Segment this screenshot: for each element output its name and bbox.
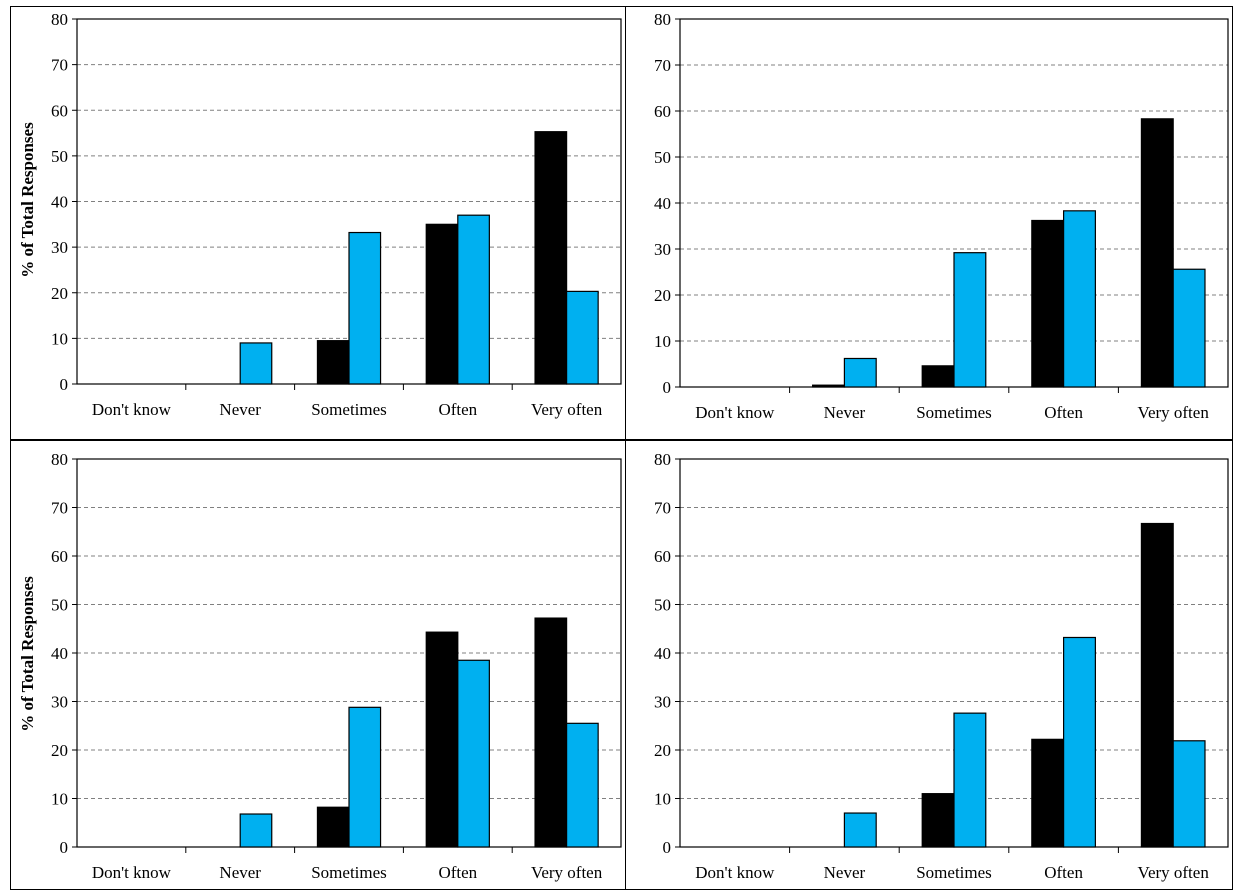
y-tick-label: 50 — [51, 596, 68, 615]
bar-series-2-very-often — [1172, 740, 1206, 848]
y-tick-label: 20 — [51, 284, 68, 303]
x-tick-label: Sometimes — [916, 863, 992, 882]
x-tick-label: Often — [1044, 863, 1083, 882]
x-tick-label: Don't know — [695, 403, 775, 422]
x-tick-label: Never — [824, 863, 866, 882]
y-tick-label: 20 — [654, 741, 671, 760]
bar-series-2-sometimes — [953, 712, 987, 848]
y-tick-label: 80 — [654, 450, 671, 469]
x-tick-label: Very often — [531, 400, 603, 419]
x-tick-label: Often — [438, 863, 477, 882]
y-tick-label: 10 — [51, 329, 68, 348]
bar-series-1-very-often — [1140, 522, 1174, 848]
chart-svg: 0 10 20 30 40 50 60 70 80 Don't know Never Sometime… — [51, 10, 622, 419]
y-tick-label: 60 — [51, 101, 68, 120]
bar-series-2-never — [239, 342, 273, 385]
y-tick-label: 40 — [654, 644, 671, 663]
y-tick-label: 40 — [51, 644, 68, 663]
y-tick-label: 70 — [654, 56, 671, 75]
bar-series-1-sometimes — [921, 365, 955, 388]
bar-series-1-very-often — [1140, 118, 1174, 388]
chart-panel-bottom-left: 0 10 20 30 40 50 60 70 80 Don't know Never Sometime… — [10, 440, 626, 890]
bar-series-2-often — [1063, 210, 1096, 388]
y-axis-label: % of Total Responses — [18, 122, 37, 278]
bar-series-2-very-often — [565, 290, 599, 385]
x-tick-label: Very often — [1138, 863, 1210, 882]
y-tick-label: 0 — [663, 378, 672, 397]
bar-series-2-often — [457, 659, 490, 848]
bar-series-2-never — [843, 812, 877, 848]
chart-svg: 0 10 20 30 40 50 60 70 80 Don't know Never Sometime… — [654, 10, 1229, 422]
bar-series-1-never — [812, 384, 845, 388]
bar-series-2-often — [1063, 636, 1096, 848]
y-tick-label: 40 — [51, 193, 68, 212]
x-tick-label: Often — [1044, 403, 1083, 422]
y-tick-label: 0 — [60, 838, 69, 857]
y-tick-label: 30 — [654, 693, 671, 712]
bar-series-1-often — [425, 223, 459, 385]
y-tick-label: 70 — [654, 499, 671, 518]
y-tick-label: 0 — [663, 838, 672, 857]
y-tick-label: 60 — [51, 547, 68, 566]
bar-series-2-sometimes — [953, 252, 987, 388]
y-tick-label: 80 — [51, 450, 68, 469]
y-tick-label: 50 — [654, 596, 671, 615]
y-tick-label: 80 — [51, 10, 68, 29]
chart-panel-bottom-right: 0 10 20 30 40 50 60 70 80 Don't know Never Sometime… — [625, 440, 1233, 890]
y-tick-label: 30 — [654, 240, 671, 259]
bar-series-2-very-often — [565, 722, 599, 848]
y-axis-label: % of Total Responses — [18, 576, 37, 732]
bar-series-1-sometimes — [921, 793, 955, 848]
bar-series-1-sometimes — [316, 340, 350, 385]
x-tick-label: Never — [219, 400, 261, 419]
y-tick-label: 50 — [654, 148, 671, 167]
x-tick-label: Don't know — [92, 400, 172, 419]
bar-series-2-never — [843, 357, 877, 388]
x-tick-label: Don't know — [695, 863, 775, 882]
bar-series-2-sometimes — [348, 706, 382, 848]
chart-panel-top-left: 0 10 20 30 40 50 60 70 80 Don't know Never Sometime… — [10, 6, 626, 440]
y-tick-label: 20 — [654, 286, 671, 305]
y-tick-label: 60 — [654, 102, 671, 121]
bar-series-2-often — [457, 214, 490, 385]
y-tick-label: 10 — [654, 332, 671, 351]
y-tick-label: 10 — [654, 790, 671, 809]
x-tick-label: Often — [438, 400, 477, 419]
x-tick-label: Don't know — [92, 863, 172, 882]
y-tick-label: 50 — [51, 147, 68, 166]
chart-svg: 0 10 20 30 40 50 60 70 80 Don't know Never Sometime… — [51, 450, 622, 882]
x-tick-label: Never — [824, 403, 866, 422]
bar-series-2-never — [239, 813, 273, 848]
y-tick-label: 70 — [51, 499, 68, 518]
y-tick-label: 80 — [654, 10, 671, 29]
bar-series-1-very-often — [534, 617, 568, 848]
x-tick-label: Very often — [1138, 403, 1210, 422]
y-tick-label: 20 — [51, 741, 68, 760]
y-tick-label: 0 — [60, 375, 69, 394]
y-tick-label: 30 — [51, 238, 68, 257]
bar-series-1-sometimes — [316, 806, 350, 848]
x-tick-label: Sometimes — [916, 403, 992, 422]
bar-series-2-sometimes — [348, 231, 382, 385]
bar-series-1-very-often — [534, 131, 568, 385]
chart-panel-top-right: 0 10 20 30 40 50 60 70 80 Don't know Never Sometime… — [625, 6, 1233, 440]
bar-series-1-often — [1031, 219, 1065, 388]
y-tick-label: 60 — [654, 547, 671, 566]
y-tick-label: 30 — [51, 693, 68, 712]
y-tick-label: 40 — [654, 194, 671, 213]
x-tick-label: Very often — [531, 863, 603, 882]
bar-series-2-very-often — [1172, 268, 1206, 388]
y-tick-label: 70 — [51, 56, 68, 75]
x-tick-label: Sometimes — [311, 863, 387, 882]
x-tick-label: Never — [219, 863, 261, 882]
bar-series-1-often — [425, 631, 459, 848]
x-tick-label: Sometimes — [311, 400, 387, 419]
y-tick-label: 10 — [51, 790, 68, 809]
chart-svg: 0 10 20 30 40 50 60 70 80 Don't know Never Sometime… — [654, 450, 1229, 882]
bar-series-1-often — [1031, 738, 1065, 848]
